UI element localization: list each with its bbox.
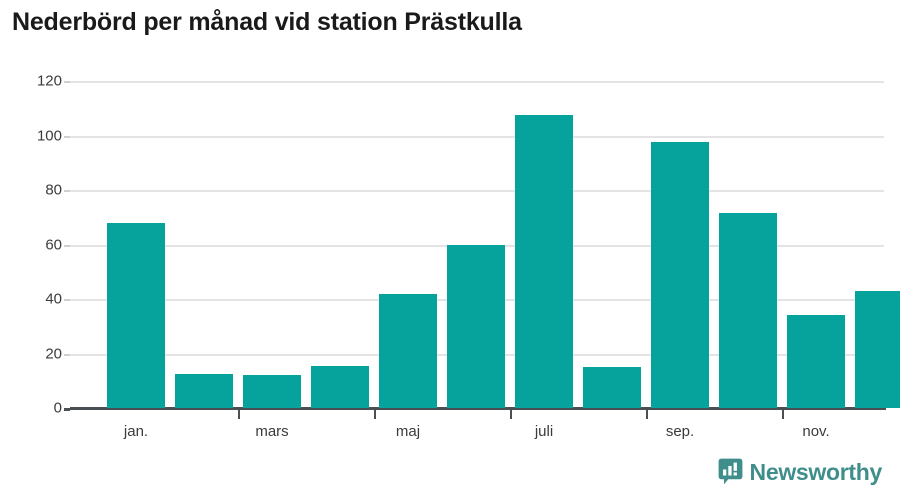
bar[interactable]	[311, 365, 369, 408]
bar[interactable]	[651, 142, 709, 408]
bar[interactable]	[243, 375, 301, 408]
gridline	[70, 135, 884, 138]
y-axis-tick-label: 100	[36, 127, 62, 144]
x-axis: jan. mars maj juli sep. nov.	[70, 407, 886, 457]
y-axis-tick-mark	[64, 353, 70, 356]
newsworthy-logo[interactable]: Newsworthy	[718, 456, 882, 488]
x-axis-tick-mark	[238, 410, 240, 419]
y-axis-tick-label: 120	[36, 72, 62, 90]
y-axis-tick-label: 80	[45, 181, 62, 199]
gridline	[70, 190, 884, 192]
x-axis-tick-label: nov.	[802, 423, 830, 440]
bar[interactable]	[515, 115, 573, 408]
y-axis-tick-mark	[64, 299, 70, 301]
x-axis-tick-label: juli	[534, 423, 554, 440]
y-axis-tick-mark	[64, 408, 70, 411]
x-axis-tick-mark	[646, 410, 648, 419]
chart-plot: 0 20 40 60 80 100 120 jan. mars maj juli sep. nov.	[0, 0, 900, 460]
bar[interactable]	[787, 315, 845, 408]
logo-wordmark: Newsworthy	[749, 458, 883, 485]
y-axis-tick-label: 20	[45, 345, 62, 362]
y-axis-tick-mark	[64, 135, 70, 138]
y-axis-tick-label: 60	[45, 236, 62, 253]
bar[interactable]	[175, 373, 233, 408]
x-axis-tick-mark	[374, 410, 376, 419]
gridline	[70, 81, 884, 83]
y-axis-tick-label: 40	[45, 290, 62, 308]
page-title: Nederbörd per månad vid station Prästkul…	[12, 8, 522, 36]
bars-layer	[70, 81, 900, 408]
y-axis-tick-mark	[64, 244, 70, 247]
bar[interactable]	[583, 367, 641, 408]
x-axis-tick-mark	[510, 410, 512, 419]
x-axis-tick-label: maj	[395, 423, 421, 440]
bar[interactable]	[719, 213, 777, 408]
y-axis-tick-mark	[64, 190, 70, 192]
x-axis-tick-label: jan.	[123, 423, 149, 440]
y-axis: 0 20 40 60 80 100 120	[0, 0, 70, 460]
bar-chart-bubble-icon	[718, 458, 743, 486]
bar[interactable]	[379, 293, 437, 408]
x-axis-tick-label: mars	[255, 423, 289, 440]
x-axis-tick-mark	[782, 410, 784, 419]
bar[interactable]	[855, 290, 900, 408]
x-axis-line	[70, 407, 886, 410]
y-axis-tick-mark	[64, 81, 70, 83]
bar[interactable]	[107, 222, 165, 408]
y-axis-tick-label: 0	[53, 399, 62, 417]
x-axis-tick-label: sep.	[665, 423, 695, 440]
bar[interactable]	[447, 244, 505, 408]
